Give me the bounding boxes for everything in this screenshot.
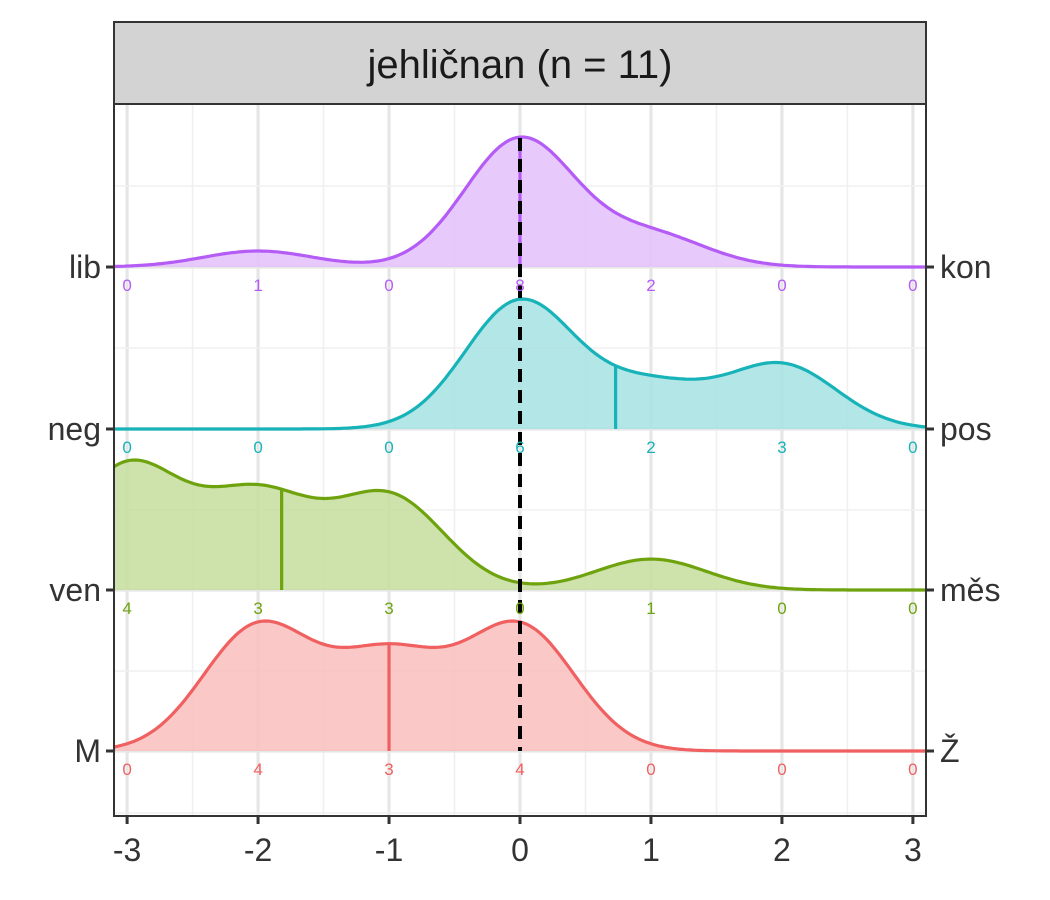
count-label: 0 — [646, 760, 655, 779]
count-label: 0 — [384, 438, 393, 457]
ridge-area — [114, 299, 926, 429]
count-label: 4 — [515, 760, 524, 779]
x-tick-label: 0 — [511, 832, 529, 868]
count-label: 0 — [122, 438, 131, 457]
count-label: 0 — [515, 599, 524, 618]
count-label: 0 — [908, 438, 917, 457]
x-tick-label: 3 — [904, 832, 922, 868]
x-tick-label: -2 — [244, 832, 272, 868]
count-label: 0 — [777, 760, 786, 779]
right-label: kon — [940, 249, 992, 285]
count-label: 0 — [777, 276, 786, 295]
x-tick-label: 1 — [642, 832, 660, 868]
facet-strip — [113, 21, 927, 105]
left-label: lib — [69, 249, 101, 285]
count-label: 0 — [908, 276, 917, 295]
count-label: 2 — [646, 276, 655, 295]
count-label: 4 — [122, 599, 131, 618]
count-label: 6 — [515, 438, 524, 457]
count-label: 0 — [122, 760, 131, 779]
count-label: 1 — [646, 599, 655, 618]
ridge-line — [114, 297, 927, 431]
left-label: neg — [48, 411, 101, 447]
ridge-area — [114, 460, 926, 590]
count-label: 3 — [253, 599, 262, 618]
count-label: 8 — [515, 276, 524, 295]
count-label: 4 — [253, 760, 262, 779]
count-label: 0 — [908, 760, 917, 779]
right-label: měs — [940, 572, 1000, 608]
count-label: 0 — [777, 599, 786, 618]
left-label: ven — [49, 572, 101, 608]
count-label: 0 — [908, 599, 917, 618]
count-label: 0 — [253, 438, 262, 457]
right-label: pos — [940, 411, 992, 447]
right-label: Ž — [940, 733, 960, 769]
x-tick-label: -3 — [113, 832, 141, 868]
count-label: 3 — [384, 760, 393, 779]
count-label: 0 — [384, 276, 393, 295]
count-label: 3 — [384, 599, 393, 618]
labels: 0 1 0 8 2 0 0 0 0 0 6 2 3 0 4 3 3 0 1 0 0 0 4 3 4 0 0 0 — [122, 276, 917, 779]
count-label: 1 — [253, 276, 262, 295]
count-label: 3 — [777, 438, 786, 457]
x-tick-label: 2 — [773, 832, 791, 868]
axes: lib kon neg pos ven měs M Ž -3 -2 -1 0 1 2 3 — [48, 249, 1001, 868]
x-tick-label: -1 — [375, 832, 403, 868]
count-label: 2 — [646, 438, 655, 457]
left-label: M — [74, 733, 101, 769]
facet-title: jehličnan (n = 11) — [367, 43, 673, 87]
count-label: 0 — [122, 276, 131, 295]
